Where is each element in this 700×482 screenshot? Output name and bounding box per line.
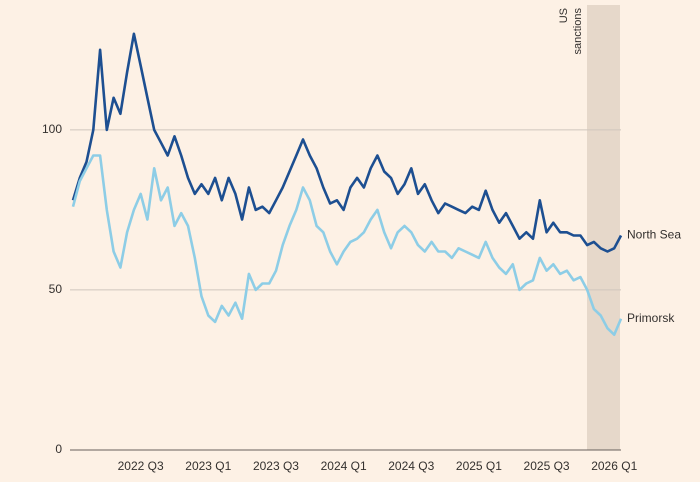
y-tick-label: 100 xyxy=(42,122,62,136)
y-tick-label: 50 xyxy=(49,282,63,296)
x-tick-label: 2026 Q1 xyxy=(591,459,637,473)
annotation: sanctions xyxy=(572,8,584,55)
series-line xyxy=(71,154,623,336)
series-line xyxy=(71,32,623,253)
x-tick-label: 2022 Q3 xyxy=(118,459,164,473)
annotation: US xyxy=(558,8,570,23)
x-tick-label: 2024 Q1 xyxy=(321,459,367,473)
series-label: North Sea xyxy=(627,228,681,242)
x-tick-label: 2025 Q1 xyxy=(456,459,502,473)
x-tick-label: 2023 Q1 xyxy=(185,459,231,473)
x-tick-label: 2024 Q3 xyxy=(388,459,434,473)
x-tick-label: 2025 Q3 xyxy=(524,459,570,473)
y-tick-label: 0 xyxy=(55,442,62,456)
sanctions-shade xyxy=(587,5,620,450)
x-tick-label: 2023 Q3 xyxy=(253,459,299,473)
series-label: Primorsk xyxy=(627,311,675,325)
